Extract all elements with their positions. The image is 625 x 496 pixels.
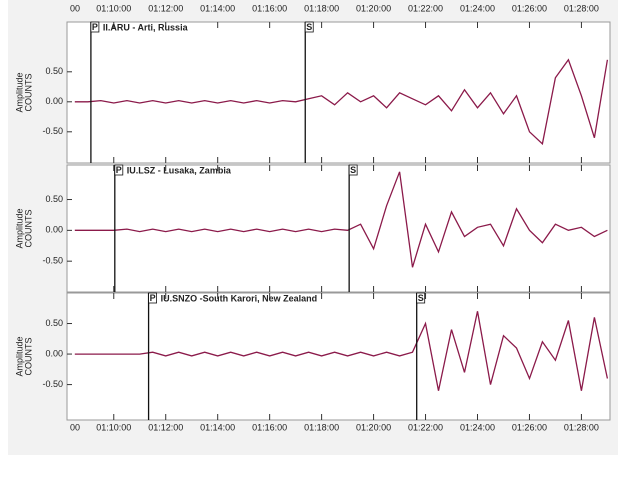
y-tick-label: 0.50 [45,66,63,76]
x-tick-label: 01:10:00 [96,422,131,432]
x-tick-label: 01:16:00 [252,422,287,432]
y-tick-label: 0.00 [45,96,63,106]
x-tick-label: 01:22:00 [408,3,443,13]
phase-label: P [92,22,98,32]
y-axis-label: Amplitude [14,208,24,248]
phase-label: S [306,22,312,32]
x-tick-label: 01:12:00 [148,3,183,13]
y-tick-label: 0.50 [45,194,63,204]
y-tick-label: 0.50 [45,318,63,328]
phase-label: P [116,165,122,175]
waveform [74,311,609,391]
x-tick-label: 01:18:00 [304,422,339,432]
x-tick-label: 01:18:00 [304,3,339,13]
waveform [74,58,609,146]
x-tick-label: 01:24:00 [460,422,495,432]
x-tick-label: 01:26:00 [512,3,547,13]
panel [66,164,611,293]
station-label: II.ARU - Arti, Russia [103,22,189,32]
y-tick-label: 0.00 [45,225,63,235]
y-axis-label: COUNTS [23,338,33,376]
x-tick-label: 01:16:00 [252,3,287,13]
panel [66,21,611,164]
y-tick-label: -0.50 [42,126,63,136]
x-tick-label: 01:10:00 [96,3,131,13]
phase-label: S [418,293,424,303]
phase-box [416,292,426,304]
phase-box [348,164,358,176]
y-tick-label: 0.00 [45,348,63,358]
y-axis-label: COUNTS [23,210,33,248]
x-tick-label: 01:12:00 [148,422,183,432]
phase-label: S [350,165,356,175]
x-tick-label: 00 [70,422,80,432]
y-axis-label: Amplitude [14,336,24,376]
x-tick-label: 01:14:00 [200,422,235,432]
x-tick-label: 01:22:00 [408,422,443,432]
phase-box [90,21,100,33]
x-tick-label: 01:26:00 [512,422,547,432]
waveform [74,171,608,268]
x-tick-label: 01:24:00 [460,3,495,13]
y-tick-label: -0.50 [42,379,63,389]
y-axis-label: Amplitude [14,72,24,112]
x-tick-label: 01:14:00 [200,3,235,13]
phase-label: P [150,293,156,303]
x-tick-label: 01:20:00 [356,422,391,432]
x-tick-label: 00 [70,3,80,13]
phase-box [148,292,157,304]
phase-box [304,21,314,33]
y-axis-label: COUNTS [23,74,33,112]
x-tick-label: 01:28:00 [564,3,599,13]
phase-box [114,164,124,176]
x-tick-label: 01:28:00 [564,422,599,432]
x-tick-label: 01:20:00 [356,3,391,13]
station-label: IU.LSZ - Lusaka, Zambia [127,165,232,175]
y-tick-label: -0.50 [42,256,63,266]
station-label: IU.SNZO -South Karori, New Zealand [161,293,318,303]
